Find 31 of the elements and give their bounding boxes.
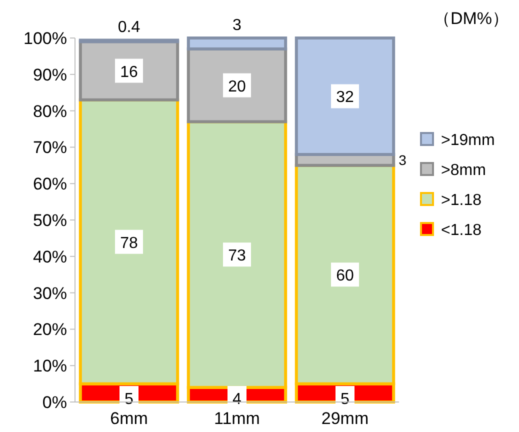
data-label: 3 [232,17,242,34]
y-tick-label: 0% [42,393,67,412]
legend-label: >8mm [441,162,486,179]
legend-label: >1.18 [441,192,482,209]
y-tick-label: 30% [32,284,67,303]
x-tick-label: 29mm [321,409,369,428]
legend-label: <1.18 [441,222,482,239]
y-tick-label: 60% [32,174,67,194]
x-tick-label: 6mm [110,409,148,428]
y-tick-label: 10% [32,356,67,376]
y-tick-label: 80% [32,102,67,121]
y-tick-label: 20% [32,320,67,340]
x-tick-label: 11mm [214,409,260,428]
data-label: 32 [336,89,354,106]
data-label: 16 [120,64,138,81]
y-tick-label: 40% [32,247,67,266]
bar [186,36,288,50]
text: （DM%） [433,9,509,28]
data-label: 73 [228,248,246,265]
y-tick-label: 50% [32,211,67,230]
data-label: 4 [232,391,242,408]
data-label: 0.4 [118,19,140,36]
data-label: 78 [120,234,138,252]
y-tick-label: 90% [32,65,67,84]
y-tick-label: 70% [32,138,67,158]
data-label: 20 [228,78,246,96]
bar [294,36,396,156]
legend-label: >19mm [441,132,495,149]
data-label: 60 [336,268,354,285]
y-tick-label: 100% [24,29,67,48]
data-label: 3 [398,152,407,168]
